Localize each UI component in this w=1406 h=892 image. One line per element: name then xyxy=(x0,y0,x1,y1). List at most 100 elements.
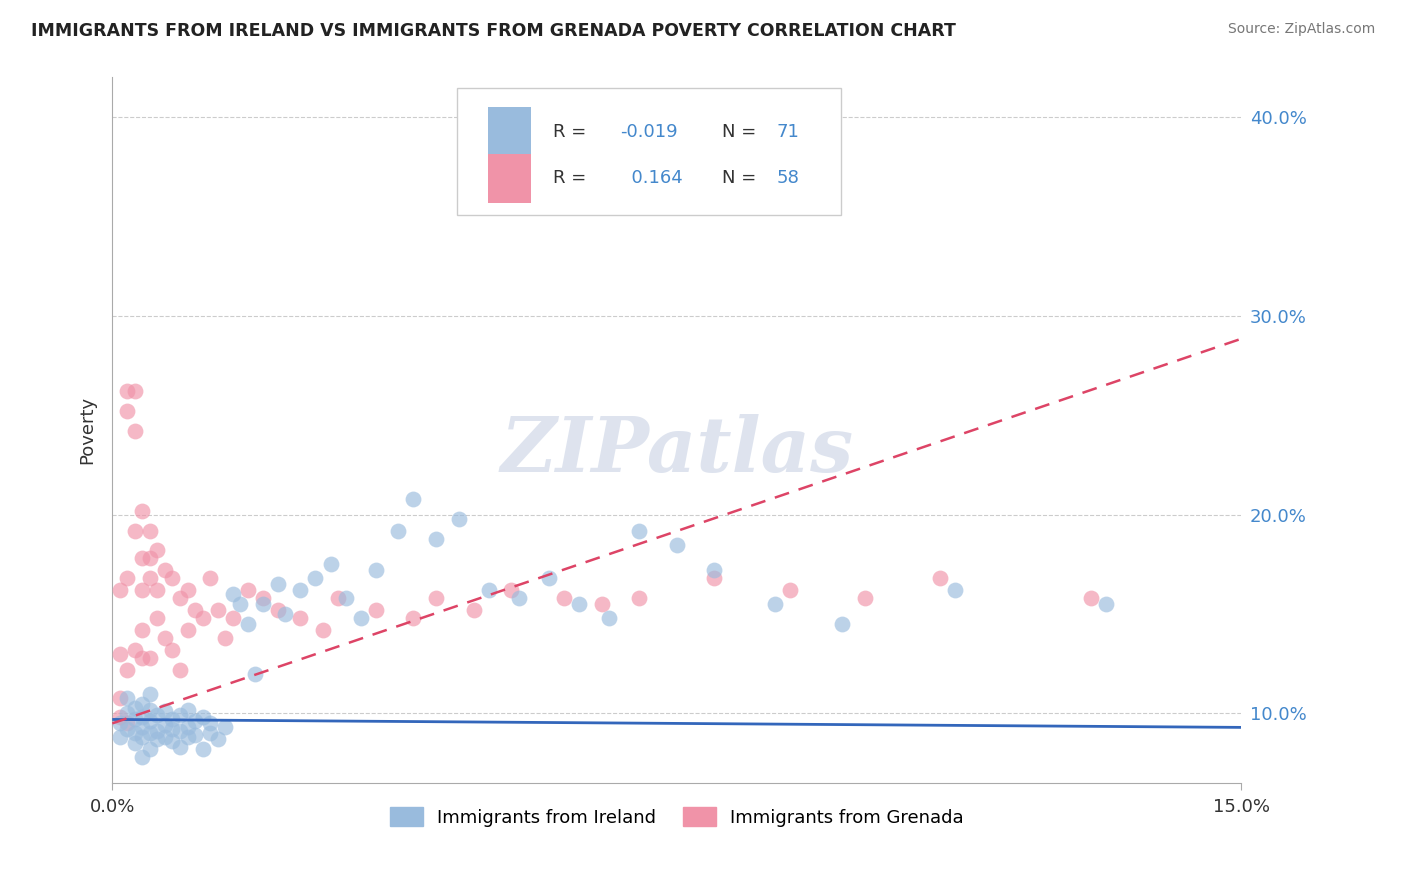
Point xyxy=(553,591,575,606)
FancyBboxPatch shape xyxy=(457,88,841,215)
Point xyxy=(364,563,387,577)
Point xyxy=(207,732,229,747)
Point xyxy=(335,591,357,606)
Point xyxy=(124,736,146,750)
Point xyxy=(131,650,153,665)
Point xyxy=(425,591,447,606)
Point xyxy=(124,700,146,714)
Point xyxy=(929,571,952,585)
Text: 71: 71 xyxy=(776,123,799,141)
Point xyxy=(763,597,786,611)
Point xyxy=(139,524,162,538)
Point xyxy=(463,603,485,617)
Point xyxy=(191,710,214,724)
Point xyxy=(124,384,146,399)
Point xyxy=(139,714,162,729)
Point xyxy=(146,583,169,598)
Point xyxy=(146,732,169,747)
Point xyxy=(350,611,373,625)
Point xyxy=(117,404,139,418)
Point xyxy=(184,728,207,742)
Text: ZIPatlas: ZIPatlas xyxy=(501,415,853,489)
Point xyxy=(162,723,184,737)
Point xyxy=(139,742,162,756)
Point xyxy=(364,603,387,617)
Point xyxy=(304,571,326,585)
Point xyxy=(591,597,613,611)
Point xyxy=(326,591,349,606)
Point xyxy=(124,726,146,740)
Point xyxy=(124,524,146,538)
Text: N =: N = xyxy=(723,169,756,187)
Point xyxy=(267,577,290,591)
Point xyxy=(162,571,184,585)
Point xyxy=(153,718,176,732)
Point xyxy=(176,583,198,598)
Y-axis label: Poverty: Poverty xyxy=(79,396,96,465)
Point xyxy=(117,690,139,705)
Point xyxy=(131,731,153,745)
Point xyxy=(139,571,162,585)
Text: R =: R = xyxy=(553,169,586,187)
Point xyxy=(131,720,153,734)
Point xyxy=(478,583,501,598)
Point xyxy=(117,384,139,399)
Point xyxy=(207,603,229,617)
Point xyxy=(146,724,169,739)
Point xyxy=(153,731,176,745)
Point xyxy=(568,597,591,611)
Point xyxy=(169,708,191,723)
Point xyxy=(108,583,131,598)
Point xyxy=(402,491,425,506)
Point xyxy=(139,702,162,716)
Point xyxy=(184,603,207,617)
Point xyxy=(117,716,139,731)
Point xyxy=(221,587,243,601)
Point xyxy=(703,571,725,585)
Point xyxy=(191,742,214,756)
Point xyxy=(236,583,259,598)
Point xyxy=(131,551,153,566)
Point xyxy=(221,611,243,625)
Point xyxy=(117,663,139,677)
Point xyxy=(153,631,176,645)
Point xyxy=(153,705,176,719)
Point xyxy=(943,583,966,598)
Point xyxy=(108,731,131,745)
Point xyxy=(162,643,184,657)
Point xyxy=(290,611,312,625)
Point xyxy=(198,571,221,585)
Point xyxy=(162,713,184,727)
Point xyxy=(184,714,207,729)
Point xyxy=(117,571,139,585)
Text: N =: N = xyxy=(723,123,756,141)
FancyBboxPatch shape xyxy=(488,107,531,156)
Point xyxy=(508,591,530,606)
Point xyxy=(598,611,620,625)
Point xyxy=(176,702,198,716)
Point xyxy=(252,591,274,606)
Point xyxy=(146,708,169,723)
Point xyxy=(131,583,153,598)
Point xyxy=(425,532,447,546)
Point xyxy=(108,647,131,661)
Point xyxy=(501,583,523,598)
Point xyxy=(124,713,146,727)
Point xyxy=(703,563,725,577)
Point xyxy=(169,740,191,755)
Point xyxy=(1095,597,1118,611)
Point xyxy=(117,723,139,737)
Point xyxy=(176,623,198,637)
Point xyxy=(139,650,162,665)
Point xyxy=(153,563,176,577)
Text: -0.019: -0.019 xyxy=(620,123,678,141)
FancyBboxPatch shape xyxy=(488,153,531,203)
Point xyxy=(139,551,162,566)
Point xyxy=(214,631,236,645)
Point xyxy=(319,558,342,572)
Point xyxy=(131,504,153,518)
Text: 0.164: 0.164 xyxy=(620,169,683,187)
Point xyxy=(169,663,191,677)
Point xyxy=(831,617,853,632)
Point xyxy=(236,617,259,632)
